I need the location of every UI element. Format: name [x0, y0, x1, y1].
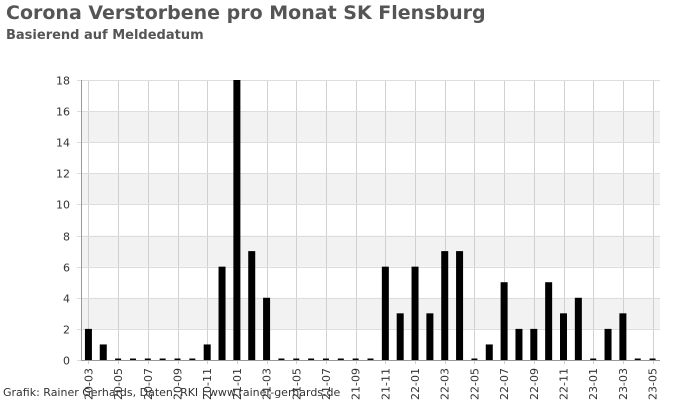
bar — [545, 282, 553, 360]
bar — [649, 358, 656, 360]
bar — [396, 313, 404, 360]
bar — [515, 328, 523, 360]
y-tick-label: 2 — [63, 324, 70, 337]
bar — [159, 358, 166, 360]
x-tick-label: 2020-09 — [172, 368, 185, 400]
y-tick-label: 10 — [56, 199, 70, 212]
bar — [352, 358, 359, 360]
x-axis-tick-labels: 2020-03 2020-05 2020-07 2020-09 2020-11 2021-… — [82, 368, 659, 400]
x-tick-label: 2020-03 — [82, 368, 95, 400]
bar — [278, 358, 285, 360]
bar — [218, 266, 226, 360]
background-band — [81, 173, 660, 205]
y-tick-label: 18 — [56, 75, 70, 88]
bar — [619, 313, 627, 360]
bar — [263, 297, 271, 360]
bar — [129, 358, 136, 360]
bar — [337, 358, 344, 360]
y-tick-label: 8 — [63, 231, 70, 244]
y-tick-label: 6 — [63, 262, 70, 275]
x-tick-label: 2020-07 — [142, 368, 155, 400]
background-band — [81, 235, 660, 267]
bar — [174, 358, 181, 360]
bar — [471, 358, 478, 360]
x-tick-label: 2022-07 — [498, 368, 511, 400]
x-tick-label: 2022-05 — [468, 368, 481, 400]
bar — [574, 297, 582, 360]
bar — [203, 344, 211, 360]
bar — [367, 358, 374, 360]
bar — [426, 313, 434, 360]
y-tick-label: 4 — [63, 293, 70, 306]
bar — [500, 282, 508, 360]
x-tick-label: 2020-05 — [112, 368, 125, 400]
x-tick-label: 2020-11 — [201, 368, 214, 400]
bar — [441, 251, 449, 360]
background-band — [81, 297, 660, 329]
y-tick-label: 14 — [56, 137, 70, 150]
bar — [456, 251, 464, 360]
bar — [189, 358, 196, 360]
bar — [308, 358, 315, 360]
x-tick-label: 2021-03 — [261, 368, 274, 400]
bar — [530, 328, 538, 360]
bar-series — [84, 80, 656, 360]
bar — [115, 358, 122, 360]
bar — [634, 358, 641, 360]
bar — [144, 358, 151, 360]
x-tick-label: 2022-09 — [528, 368, 541, 400]
x-tick-label: 2021-01 — [231, 368, 244, 400]
x-tick-label: 2022-03 — [439, 368, 452, 400]
x-tick-label: 2021-11 — [379, 368, 392, 400]
bar — [293, 358, 300, 360]
horizontal-gridlines — [77, 80, 660, 361]
bar — [560, 313, 567, 360]
bar — [322, 358, 329, 360]
bar — [248, 251, 256, 360]
x-tick-label: 2023-03 — [617, 368, 630, 400]
background-bands — [81, 111, 660, 329]
x-tick-label: 2022-11 — [558, 368, 571, 400]
source-credit: Grafik: Rainer Gerhards, Daten: RKI | ww… — [3, 386, 341, 399]
x-tick-label: 2021-05 — [290, 368, 303, 400]
bar — [411, 266, 419, 360]
x-tick-label: 2022-01 — [409, 368, 422, 400]
x-tick-label: 2021-09 — [350, 368, 363, 400]
bar — [590, 358, 597, 360]
x-tick-label: 2023-05 — [647, 368, 660, 400]
x-tick-label: 2021-07 — [320, 368, 333, 400]
y-tick-label: 12 — [56, 168, 70, 181]
bar — [485, 344, 493, 360]
x-axis — [81, 80, 660, 361]
bar — [233, 80, 241, 360]
x-tick-label: 2023-01 — [587, 368, 600, 400]
bar — [604, 328, 612, 360]
y-tick-label: 16 — [56, 106, 70, 119]
y-axis-tick-labels: 0 2 4 6 8 10 12 14 16 18 — [56, 75, 70, 368]
chart-subtitle: Basierend auf Meldedatum — [6, 28, 204, 43]
background-band — [81, 111, 660, 143]
bar — [381, 266, 389, 360]
bar — [99, 344, 107, 360]
bar — [84, 328, 92, 360]
y-tick-label: 0 — [63, 355, 70, 368]
chart-title: Corona Verstorbene pro Monat SK Flensbur… — [6, 2, 486, 24]
